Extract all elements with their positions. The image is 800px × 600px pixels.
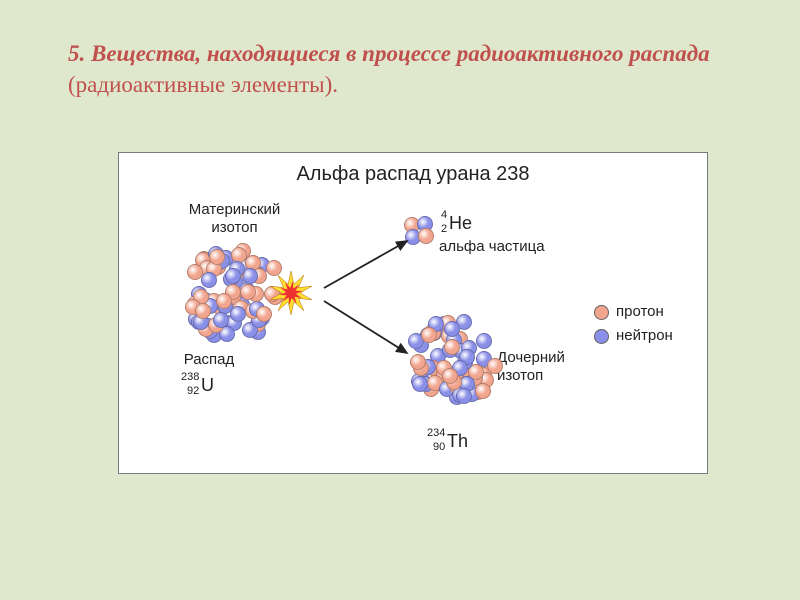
neutron-particle: [412, 376, 428, 392]
header-text: 5. Вещества, находящиеся в процессе ради…: [68, 38, 760, 100]
neutron-particle: [230, 306, 246, 322]
u238-z: 92: [187, 385, 199, 397]
arrow: [324, 301, 407, 353]
proton-particle: [195, 303, 211, 319]
proton-particle: [418, 228, 434, 244]
formula-u238: 238 92 U: [201, 375, 214, 396]
formula-he4: 4 2 He: [449, 213, 472, 234]
legend-neutron-swatch: [594, 329, 609, 344]
header-number: 5.: [68, 41, 85, 66]
label-decay-text: Распад: [184, 351, 235, 368]
diagram-box: Альфа распад урана 238 Материнскийизотоп…: [118, 152, 708, 474]
th234-mass: 234: [427, 427, 445, 439]
label-decay: Распад: [174, 351, 244, 369]
header-bold: Вещества, находящиеся в процессе радиоак…: [91, 41, 710, 66]
proton-particle: [209, 249, 225, 265]
arrow: [324, 241, 407, 288]
formula-th234: 234 90 Th: [447, 431, 468, 452]
label-parent-text: Материнскийизотоп: [189, 201, 281, 236]
neutron-particle: [476, 333, 492, 349]
header-plain: (радиоактивные элементы).: [68, 72, 338, 97]
label-alpha: альфа частица: [439, 238, 559, 256]
label-daughter: Дочернийизотоп: [497, 349, 597, 385]
he4-z: 2: [441, 223, 447, 235]
label-parent: Материнскийизотоп: [177, 201, 292, 237]
proton-particle: [421, 327, 437, 343]
proton-particle: [444, 339, 460, 355]
th234-sym: Th: [447, 431, 468, 451]
u238-mass: 238: [181, 371, 199, 383]
neutron-particle: [456, 388, 472, 404]
he4-mass: 4: [441, 209, 447, 221]
legend-neutron-label: нейтрон: [616, 327, 673, 344]
he4-sym: He: [449, 213, 472, 233]
label-alpha-text: альфа частица: [439, 238, 545, 255]
diagram-title: Альфа распад урана 238: [296, 163, 529, 186]
neutron-particle: [201, 272, 217, 288]
decay-flash-icon: [261, 263, 321, 323]
th234-z: 90: [433, 441, 445, 453]
legend-proton-label: протон: [616, 303, 664, 320]
proton-particle: [475, 383, 491, 399]
label-daughter-text: Дочернийизотоп: [497, 349, 565, 384]
u238-sym: U: [201, 375, 214, 395]
proton-particle: [410, 354, 426, 370]
proton-particle: [216, 293, 232, 309]
legend-proton-swatch: [594, 305, 609, 320]
